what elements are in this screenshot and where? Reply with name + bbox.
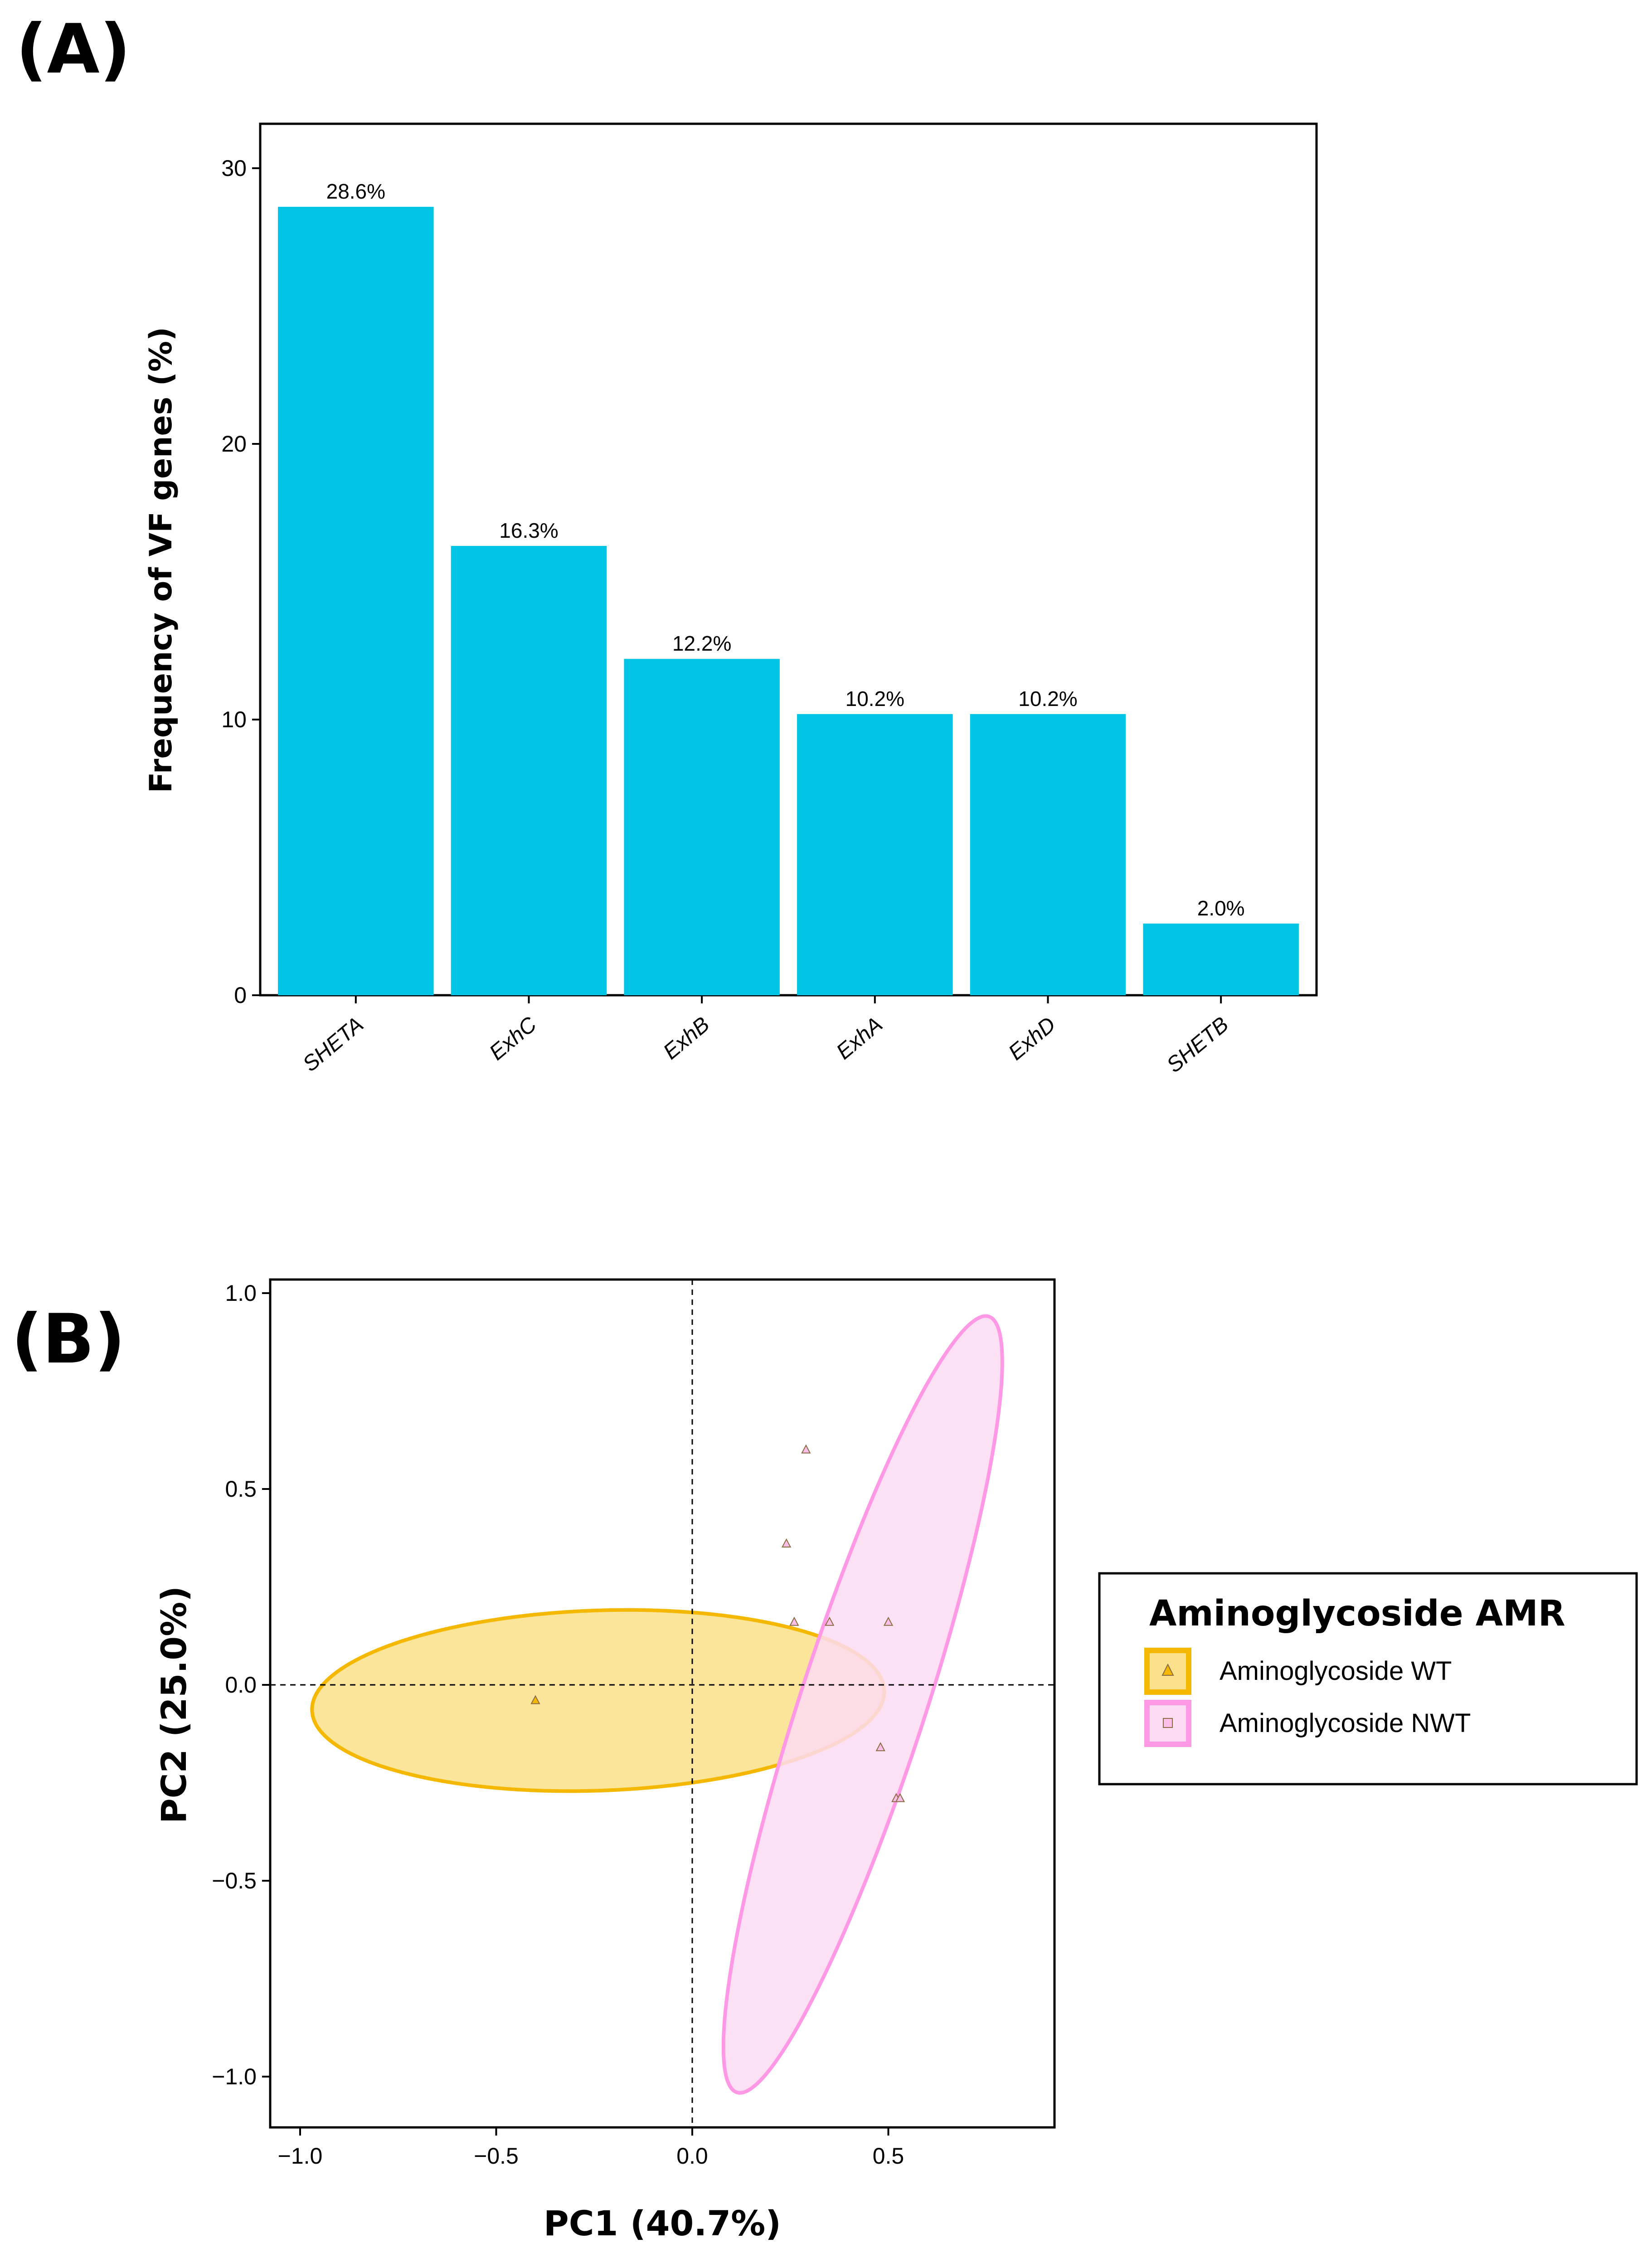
bar-exhb bbox=[624, 659, 780, 995]
bar-exhc bbox=[451, 545, 607, 995]
data-point-nwt bbox=[781, 1538, 792, 1547]
pca-scatter-plot: −1.0 −0.5 0.0 0.5 −1.0 −0.5 0.0 0.5 1.0 PC1 (40… bbox=[154, 1278, 1056, 2243]
bar-data-label: 12.2% bbox=[672, 632, 731, 655]
x-tick-label: SHETA bbox=[298, 1012, 368, 1076]
panel-b-label: (B) bbox=[11, 1300, 125, 1379]
bar-chart-frame bbox=[259, 122, 1318, 997]
legend-item-label: Aminoglycoside NWT bbox=[1220, 1708, 1471, 1738]
data-point-nwt bbox=[789, 1616, 799, 1626]
pca-y-axis-title: PC2 (25.0%) bbox=[154, 1586, 194, 1824]
data-point-nwt bbox=[875, 1742, 885, 1752]
y-tick-label: −1.0 bbox=[212, 2064, 257, 2089]
pca-x-axis-title: PC1 (40.7%) bbox=[544, 2203, 781, 2243]
y-tick-label: 0.0 bbox=[225, 1672, 257, 1698]
y-tick-label: 0 bbox=[234, 983, 247, 1008]
bar-exha bbox=[797, 714, 953, 995]
x-tick-label: ExhA bbox=[832, 1012, 887, 1064]
triangle-marker-icon bbox=[1161, 1663, 1174, 1676]
bar-shetb bbox=[1143, 923, 1299, 995]
y-tick-label: −0.5 bbox=[212, 1868, 257, 1893]
x-tick-label: 0.0 bbox=[676, 2143, 708, 2169]
bar-data-label: 2.0% bbox=[1197, 896, 1245, 920]
y-tick-label: 30 bbox=[221, 156, 247, 181]
x-tick-label: ExhD bbox=[1004, 1012, 1060, 1065]
y-tick-label: 10 bbox=[221, 707, 247, 732]
square-marker-icon bbox=[1163, 1718, 1173, 1728]
x-tick-label: −0.5 bbox=[474, 2143, 519, 2169]
data-point-wt bbox=[530, 1695, 540, 1704]
bar-data-label: 16.3% bbox=[499, 519, 558, 542]
legend-title: Aminoglycoside AMR bbox=[1149, 1593, 1565, 1634]
bar-sheta bbox=[278, 207, 434, 995]
y-tick-label: 20 bbox=[221, 431, 247, 457]
data-point-nwt bbox=[895, 1793, 905, 1802]
bar-data-label: 10.2% bbox=[845, 687, 904, 710]
x-tick-label: 0.5 bbox=[873, 2143, 904, 2169]
panel-a-label: (A) bbox=[16, 10, 131, 89]
legend-item-label: Aminoglycoside WT bbox=[1220, 1656, 1452, 1686]
x-tick-label: SHETB bbox=[1162, 1012, 1234, 1077]
bar-chart: 28.6% 16.3% 12.2% 10.2% 10.2% 2.0% 0 10 20 30 SH… bbox=[143, 122, 1318, 1077]
bar-data-label: 28.6% bbox=[326, 180, 385, 203]
data-point-nwt bbox=[801, 1444, 811, 1454]
y-tick-label: 0.5 bbox=[225, 1476, 257, 1502]
x-tick-label: −1.0 bbox=[278, 2143, 323, 2169]
data-point-nwt bbox=[825, 1616, 835, 1626]
bar-data-label: 10.2% bbox=[1018, 687, 1077, 710]
x-tick-label: ExhB bbox=[659, 1012, 714, 1064]
data-point-nwt bbox=[883, 1616, 894, 1626]
legend-key-wt bbox=[1144, 1648, 1191, 1695]
legend: Aminoglycoside AMR Aminoglycoside WT Amin… bbox=[1098, 1572, 1638, 1786]
bar-exhd bbox=[970, 714, 1126, 995]
bar-y-axis-title: Frequency of VF genes (%) bbox=[143, 327, 179, 793]
y-tick-label: 1.0 bbox=[225, 1280, 257, 1306]
x-tick-label: ExhC bbox=[485, 1012, 541, 1065]
